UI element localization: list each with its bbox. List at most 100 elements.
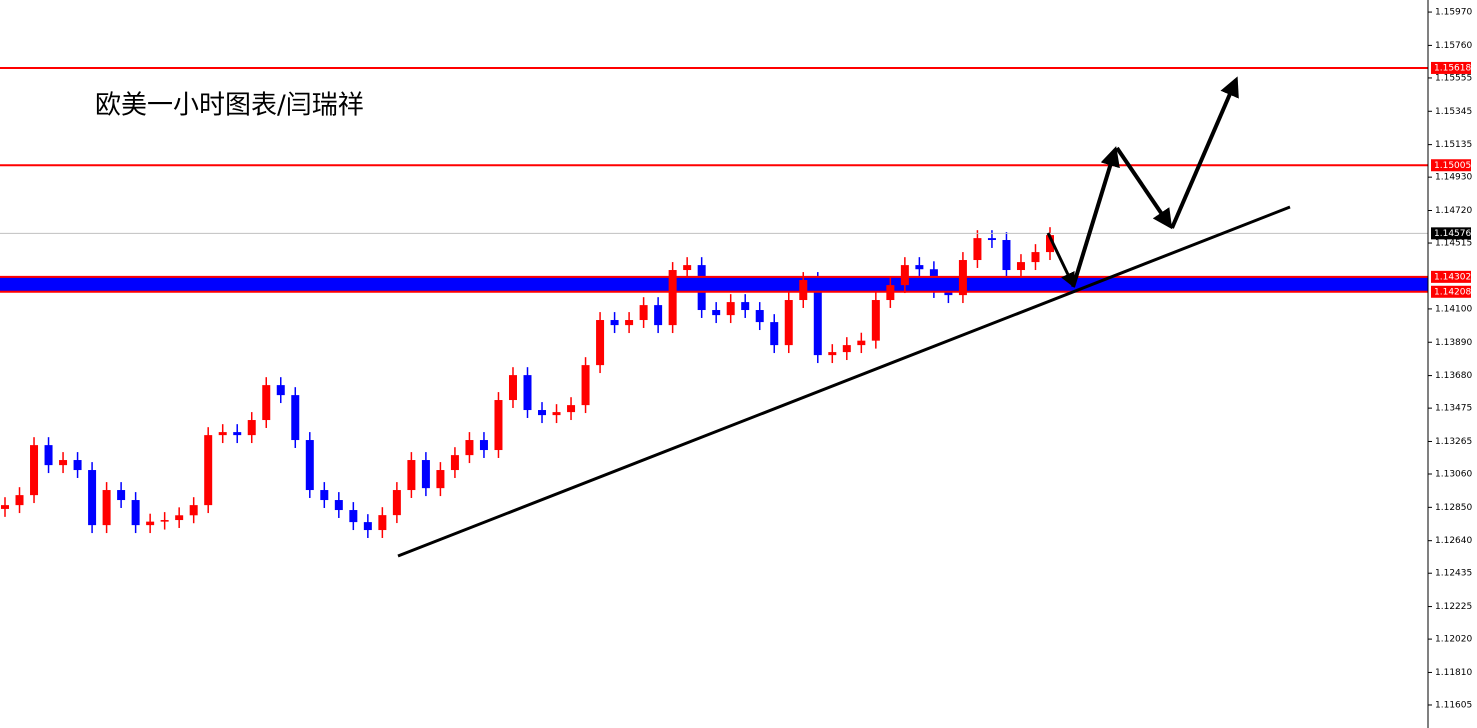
candle-body xyxy=(15,495,24,506)
candle-body xyxy=(247,420,256,436)
level-tag xyxy=(1431,270,1471,283)
candle-body xyxy=(508,375,517,401)
candle-body xyxy=(262,385,271,421)
y-tick-label: 1.13265 xyxy=(1435,437,1472,447)
level-label: 1.15618 xyxy=(1434,63,1471,73)
level-lines xyxy=(0,66,1428,293)
candle-body xyxy=(799,280,808,301)
candle-body xyxy=(813,280,822,356)
y-tick-label: 1.12020 xyxy=(1435,635,1472,645)
level-label: 1.14208 xyxy=(1434,287,1471,297)
y-tick-label: 1.12225 xyxy=(1435,602,1472,612)
candle-body xyxy=(1046,235,1054,253)
support-band xyxy=(0,276,1428,292)
candle-body xyxy=(697,265,706,311)
candle-body xyxy=(610,320,619,326)
trend-line xyxy=(397,205,1291,558)
candle-body xyxy=(523,375,532,411)
candle-body xyxy=(30,445,39,496)
y-tick-label: 1.14720 xyxy=(1435,206,1472,216)
level-tag xyxy=(1431,159,1471,172)
candle-body xyxy=(334,500,343,511)
band-layer xyxy=(0,276,1428,292)
y-tick-label: 1.11810 xyxy=(1435,668,1472,678)
candle-body xyxy=(871,300,880,341)
candle-body xyxy=(44,445,53,466)
candle-body xyxy=(102,490,111,526)
candle-body xyxy=(218,432,227,436)
y-tick-label: 1.12850 xyxy=(1435,503,1472,513)
candle-body xyxy=(654,305,663,326)
level-tag xyxy=(1431,61,1471,74)
candle-body xyxy=(305,440,314,491)
candle-body xyxy=(581,365,590,406)
candle-body xyxy=(1031,252,1040,263)
y-tick-label: 1.11605 xyxy=(1435,700,1472,710)
candle-body xyxy=(668,270,677,326)
forecast-arrow xyxy=(1170,76,1239,229)
y-tick-label: 1.14515 xyxy=(1435,239,1472,249)
candles xyxy=(1,227,1054,538)
candle-body xyxy=(175,515,184,521)
y-tick-label: 1.15760 xyxy=(1435,41,1472,51)
candle-body xyxy=(857,340,866,346)
candle-body xyxy=(88,470,97,526)
candle-body xyxy=(915,265,924,270)
candle-body xyxy=(596,320,605,366)
candle-body xyxy=(639,305,648,321)
forecast-arrow xyxy=(1115,146,1173,230)
candle-body xyxy=(291,395,300,441)
candle-body xyxy=(59,460,68,466)
candle-body xyxy=(538,410,547,416)
candle-body xyxy=(421,460,430,489)
candle-body xyxy=(465,440,474,456)
candle-body xyxy=(73,460,82,471)
candle-body xyxy=(494,400,503,451)
candle-body xyxy=(450,455,459,471)
y-tick-label: 1.15970 xyxy=(1435,8,1472,18)
forecast-arrow xyxy=(1046,232,1075,288)
candle-body xyxy=(987,238,996,241)
y-tick-label: 1.14100 xyxy=(1435,304,1472,314)
y-tick-label: 1.13475 xyxy=(1435,404,1472,414)
candle-body xyxy=(189,505,198,516)
y-tick-label: 1.12640 xyxy=(1435,536,1472,546)
candle-body xyxy=(436,470,445,489)
y-tick-label: 1.15555 xyxy=(1435,73,1472,83)
y-tick-label: 1.15135 xyxy=(1435,140,1472,150)
candle-body xyxy=(929,269,938,291)
candle-body xyxy=(479,440,488,451)
candle-body xyxy=(363,522,372,531)
candle-body xyxy=(755,310,764,323)
candle-body xyxy=(625,320,634,326)
level-label: 1.15005 xyxy=(1434,161,1471,171)
candle-body xyxy=(770,322,779,346)
candle-body xyxy=(204,435,213,506)
candle-body xyxy=(784,300,793,346)
candle-body xyxy=(683,265,692,271)
chart-title: 欧美一小时图表/闫瑞祥 xyxy=(95,91,364,121)
candle-body xyxy=(842,345,851,353)
candle-body xyxy=(726,302,735,316)
candle-body xyxy=(146,521,155,526)
candle-body xyxy=(392,490,401,516)
candle-body xyxy=(973,238,982,261)
candle-body xyxy=(552,412,561,416)
candle-body xyxy=(117,490,126,501)
candle-body xyxy=(1002,240,1011,271)
y-tick-label: 1.13060 xyxy=(1435,470,1472,480)
candle-body xyxy=(1,505,9,509)
candle-body xyxy=(828,352,837,356)
last-price-tag xyxy=(1431,227,1471,240)
y-tick-label: 1.12435 xyxy=(1435,569,1472,579)
candle-body xyxy=(900,265,909,286)
candle-body xyxy=(712,310,721,316)
level-tag xyxy=(1431,285,1471,298)
candle-body xyxy=(320,490,329,501)
candle-body xyxy=(131,500,140,526)
candle-body xyxy=(378,515,387,531)
y-tick-label: 1.13680 xyxy=(1435,371,1472,381)
candle-body xyxy=(741,302,750,311)
